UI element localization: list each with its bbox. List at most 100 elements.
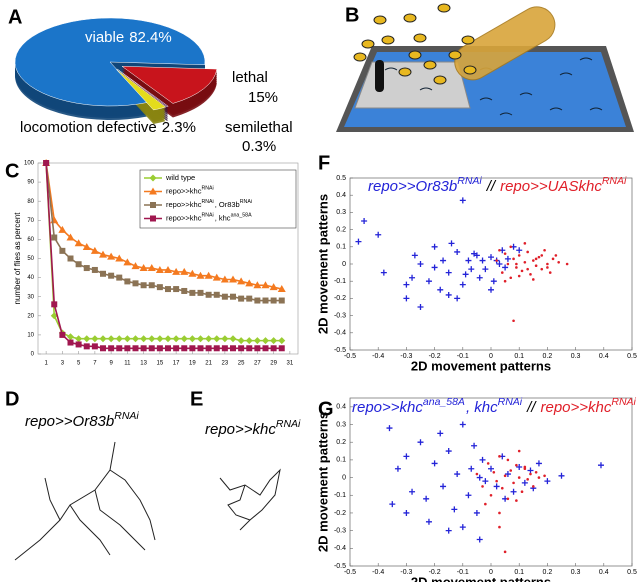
data-point [380,269,387,276]
x-tick-label: 0.1 [514,569,524,576]
data-point [521,479,528,486]
data-point [465,257,472,264]
x-tick-label: -0.4 [372,569,384,576]
data-point [448,240,455,247]
data-point [506,458,510,462]
y-axis-label: 2D movement patterns [315,194,330,334]
text-part: repo>>khc [166,200,202,209]
panel-label: G [318,398,334,420]
data-point [59,247,66,254]
text-part: RNAi [611,396,636,408]
y-tick-label: -0.5 [334,563,346,570]
data-point [509,469,513,472]
data-point [532,485,535,488]
data-point [471,250,478,257]
data-point [431,243,438,250]
data-point [504,471,511,478]
data-point [355,238,362,245]
start-area [354,61,471,109]
trajectory-label: repo>>khcRNAi [205,418,301,438]
data-point [254,297,261,304]
x-tick-label: 21 [205,361,212,367]
data-point [490,278,497,285]
pie-slice [14,17,206,107]
x-tick-label: 0.2 [543,569,553,576]
y-tick-label: -0.1 [334,278,346,285]
text-part: // [526,399,537,416]
x-tick-label: 17 [173,361,180,367]
slice-label: viable 82.4% [85,29,172,46]
data-point [229,275,237,283]
pie-slice [121,66,218,104]
data-point [482,266,489,273]
data-point [503,252,507,255]
data-point [565,262,569,266]
x-tick-label: -0.2 [429,569,441,576]
data-point [484,502,487,506]
text-part: , khc [466,399,498,416]
text-part: RNAi [498,396,523,408]
data-point [50,312,58,320]
panel-label: D [5,388,19,410]
trajectories [14,441,281,561]
y-tick-label: 0.1 [336,457,346,464]
data-point [83,343,90,350]
data-point [503,550,507,554]
data-point [230,345,236,352]
data-point [188,269,197,277]
slice-name: locomotion defective [20,119,157,136]
data-point [532,278,535,281]
data-point [181,345,188,352]
data-point [245,337,253,345]
data-point [482,478,489,485]
y-tick-label: 0 [342,474,346,481]
y-tick-label: 10 [27,332,34,338]
data-point [213,345,220,352]
data-point [132,345,139,352]
data-point [221,335,229,343]
x-tick-label: 0.1 [514,353,524,360]
data-point [124,278,131,285]
data-point [540,254,544,257]
data-point [548,271,552,274]
data-point [116,274,123,281]
data-point [445,527,452,534]
data-point [205,345,212,352]
data-point [172,267,181,275]
panel-label: C [5,160,19,182]
data-point [496,261,503,267]
text-part: repo>>khc [166,186,202,195]
data-point [454,471,461,478]
data-point [212,273,221,281]
data-point [196,271,205,279]
y-tick-label: 0.4 [336,192,346,199]
legend-label: repo>>khcRNAi, Or83bRNAi [166,199,252,209]
data-point [503,474,507,478]
x-tick-label: 7 [93,361,97,367]
y-tick-label: 0.3 [336,209,346,216]
data-point [197,335,204,343]
data-point [375,231,382,238]
data-point [558,472,565,479]
text-part: RNAi [201,199,213,205]
panel-label: B [345,4,359,26]
data-point [540,267,544,271]
x-tick-label: 0 [489,353,493,360]
data-point [517,274,521,278]
x-tick-label: -0.5 [344,569,356,576]
x-tick-label: 25 [238,361,245,367]
data-point [75,335,83,343]
data-point [529,472,532,476]
data-point [99,335,107,343]
data-point [476,474,483,481]
x-tick-label: 0.3 [571,353,581,360]
data-point [51,234,58,241]
data-point [440,483,447,490]
data-point [535,460,542,467]
data-point [526,267,529,271]
text-part: // [486,178,497,195]
data-point [277,285,286,293]
data-point [205,335,213,343]
data-point [189,289,196,296]
slice-name: semilethal [225,119,293,136]
